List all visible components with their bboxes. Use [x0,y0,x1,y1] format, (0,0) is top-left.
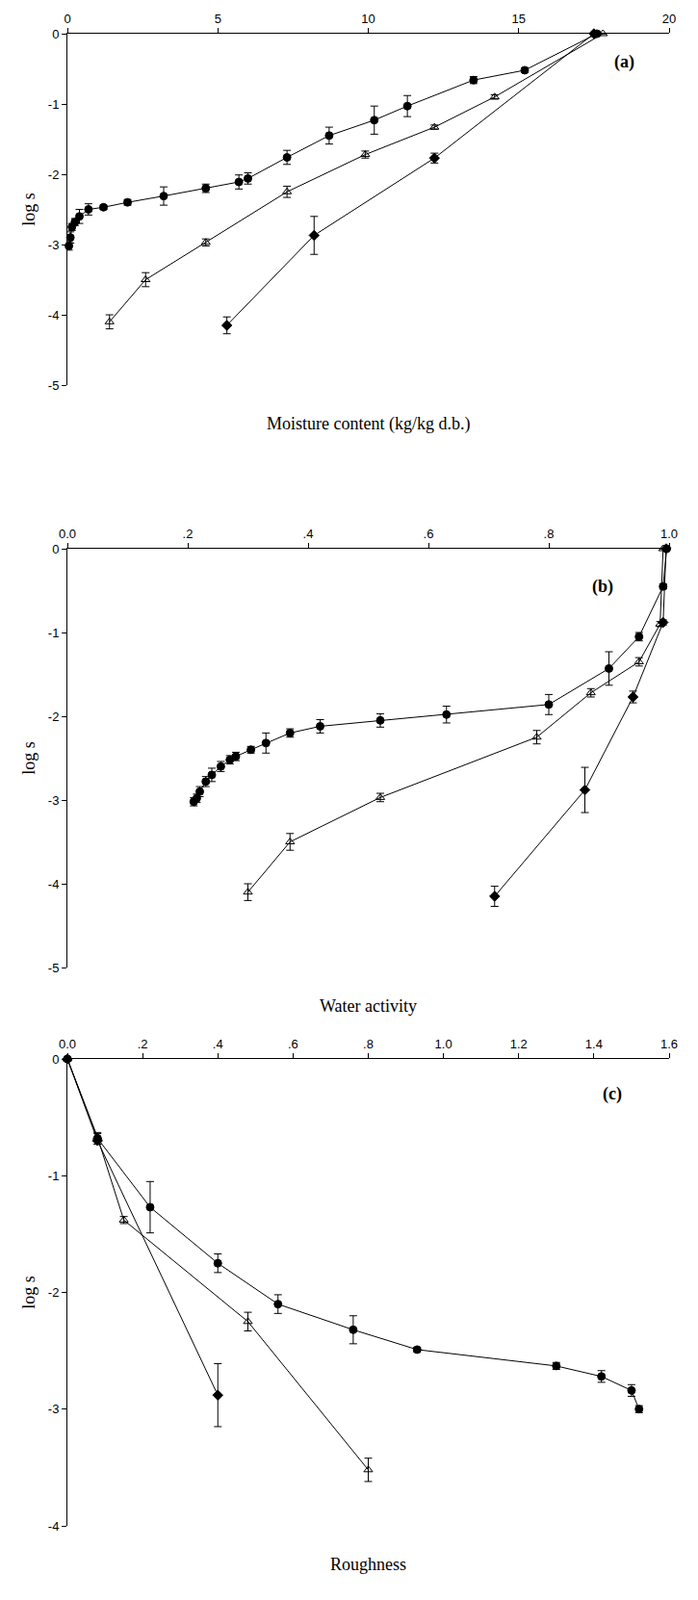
svg-text:Roughness: Roughness [330,1554,407,1575]
svg-text:-4: -4 [48,1519,60,1534]
svg-text:.8: .8 [362,1036,374,1052]
svg-text:-3: -3 [48,793,60,808]
svg-text:(a): (a) [614,51,635,73]
svg-text:.6: .6 [287,1036,299,1052]
svg-text:10: 10 [361,11,375,26]
svg-text:-1: -1 [48,625,60,641]
svg-text:-3: -3 [48,237,60,253]
svg-text:log s: log s [19,741,39,776]
svg-text:-5: -5 [48,960,60,976]
svg-text:.4: .4 [303,526,314,542]
svg-text:Moisture content (kg/kg d.b.): Moisture content (kg/kg d.b.) [266,413,470,435]
svg-text:-4: -4 [48,308,60,323]
svg-text:1.4: 1.4 [585,1036,603,1052]
svg-text:.2: .2 [137,1036,149,1052]
svg-text:1.0: 1.0 [660,526,678,542]
svg-text:-1: -1 [48,1168,60,1184]
svg-text:15: 15 [512,11,526,26]
svg-text:20: 20 [662,11,676,26]
svg-text:0: 0 [51,26,59,42]
svg-text:-2: -2 [48,709,60,724]
svg-text:.4: .4 [212,1036,224,1052]
svg-text:0.0: 0.0 [58,1036,77,1052]
svg-text:-1: -1 [48,97,60,112]
svg-text:0: 0 [63,11,71,26]
svg-text:log s: log s [19,1275,39,1310]
svg-text:.8: .8 [543,526,555,542]
svg-text:log s: log s [19,192,39,227]
svg-text:1.2: 1.2 [510,1036,528,1052]
svg-text:-5: -5 [48,378,60,393]
svg-text:.6: .6 [423,526,435,542]
svg-text:-4: -4 [48,877,60,892]
svg-text:.2: .2 [182,526,194,542]
svg-text:1.0: 1.0 [435,1036,453,1052]
svg-text:Water activity: Water activity [319,996,417,1016]
svg-text:(c): (c) [602,1084,622,1105]
svg-text:1.6: 1.6 [660,1036,678,1052]
svg-text:-3: -3 [48,1401,60,1417]
svg-text:5: 5 [214,11,222,26]
svg-text:0: 0 [51,1052,59,1067]
svg-text:0: 0 [51,542,59,557]
svg-text:0.0: 0.0 [58,526,77,542]
svg-text:-2: -2 [48,1285,60,1300]
svg-text:(b): (b) [592,576,614,597]
svg-text:-2: -2 [48,167,60,182]
